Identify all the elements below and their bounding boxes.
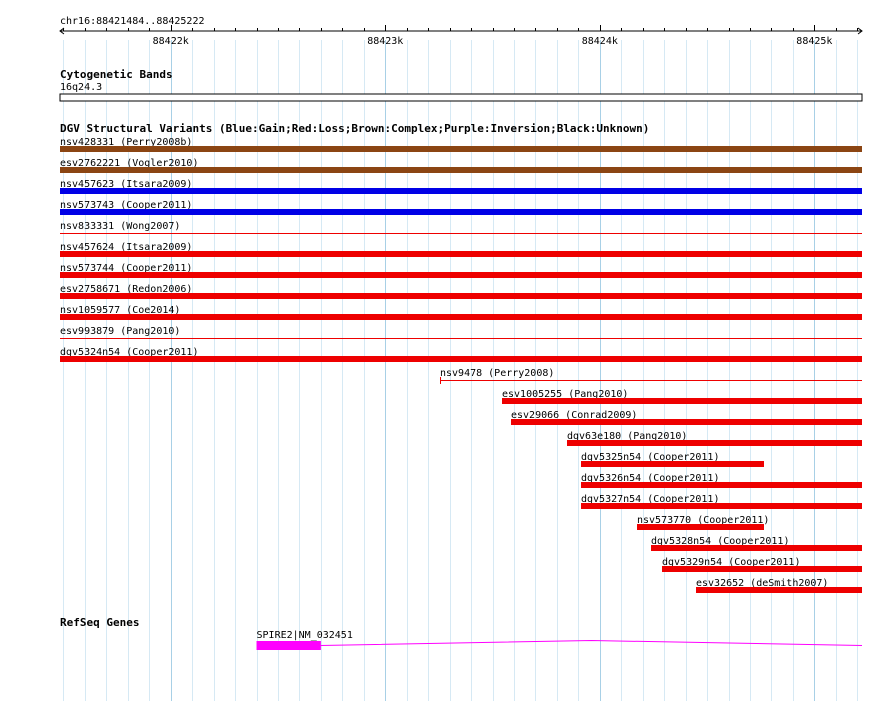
variant-feature[interactable]: nsv9478 (Perry2008) (440, 368, 862, 384)
ruler-tick-label: 88425k (796, 36, 832, 47)
variant-label: nsv428331 (Perry2008b) (60, 137, 192, 148)
variant-label: nsv573770 (Cooper2011) (637, 515, 769, 526)
variant-label: esv32652 (deSmith2007) (696, 578, 828, 589)
variant-bar[interactable] (662, 566, 862, 572)
dgv-track-title: DGV Structural Variants (Blue:Gain;Red:L… (60, 122, 649, 135)
ruler-tick-label: 88422k (153, 36, 189, 47)
variant-label: nsv1059577 (Coe2014) (60, 305, 180, 316)
variant-label: nsv573744 (Cooper2011) (60, 263, 192, 274)
variant-label: dgv5327n54 (Cooper2011) (581, 494, 719, 505)
variant-bar[interactable] (60, 188, 862, 194)
variant-bar[interactable] (60, 167, 862, 173)
variant-feature[interactable]: nsv428331 (Perry2008b) (60, 137, 862, 152)
variant-bar[interactable] (567, 440, 862, 446)
variant-label: nsv573743 (Cooper2011) (60, 200, 192, 211)
ruler-ticks (63, 25, 858, 31)
variant-label: nsv833331 (Wong2007) (60, 221, 180, 232)
variant-feature[interactable]: nsv1059577 (Coe2014) (60, 305, 862, 320)
variant-bar[interactable] (581, 482, 862, 488)
variant-bar[interactable] (696, 587, 862, 593)
cytoband-track-title: Cytogenetic Bands (60, 68, 173, 81)
variant-label: esv1005255 (Pang2010) (502, 389, 628, 400)
variant-bar[interactable] (637, 524, 764, 530)
cytoband-track: Cytogenetic Bands 16q24.3 (59, 68, 863, 102)
gene-label: SPIRE2|NM_032451 (257, 630, 353, 641)
variant-bar[interactable] (511, 419, 862, 425)
variant-label: dgv5326n54 (Cooper2011) (581, 473, 719, 484)
variant-label: esv993879 (Pang2010) (60, 326, 180, 337)
variant-bar[interactable] (581, 461, 764, 467)
variant-feature[interactable]: nsv573744 (Cooper2011) (60, 263, 862, 278)
ruler-tick-label: 88424k (582, 36, 618, 47)
gene-exon[interactable] (256, 641, 321, 650)
variant-bar[interactable] (60, 314, 862, 320)
variant-feature[interactable]: dgv5324n54 (Cooper2011) (60, 347, 862, 362)
variant-feature[interactable]: dgv5327n54 (Cooper2011) (581, 494, 862, 509)
variant-bar[interactable] (60, 146, 862, 152)
scroll-left-arrow-icon[interactable] (59, 27, 65, 35)
variant-bar[interactable] (651, 545, 862, 551)
variant-feature[interactable]: nsv573770 (Cooper2011) (637, 515, 769, 530)
variant-label: esv2758671 (Redon2006) (60, 284, 192, 295)
variant-bar[interactable] (60, 251, 862, 257)
variant-bar[interactable] (581, 503, 862, 509)
variant-feature[interactable]: dgv5325n54 (Cooper2011) (581, 452, 764, 467)
variant-label: esv2762221 (Vogler2010) (60, 158, 198, 169)
ruler-tick-labels: 88422k 88423k 88424k 88425k (153, 36, 833, 47)
variant-label: dgv5328n54 (Cooper2011) (651, 536, 789, 547)
variant-bar[interactable] (60, 272, 862, 278)
region-label: chr16:88421484..88425222 (60, 16, 205, 27)
variant-feature[interactable]: esv32652 (deSmith2007) (696, 578, 862, 593)
variant-label: nsv9478 (Perry2008) (440, 368, 554, 379)
variant-label: dgv5325n54 (Cooper2011) (581, 452, 719, 463)
refseq-track-title: RefSeq Genes (60, 616, 139, 629)
variant-bar[interactable] (60, 209, 862, 215)
variant-label: nsv457624 (Itsara2009) (60, 242, 192, 253)
variant-label: dgv63e180 (Pang2010) (567, 431, 687, 442)
ruler-tick-label: 88423k (367, 36, 403, 47)
refseq-track: RefSeq Genes SPIRE2|NM_032451 (60, 616, 863, 650)
variant-feature[interactable]: dgv5328n54 (Cooper2011) (651, 536, 862, 551)
variant-bar[interactable] (60, 293, 862, 299)
variant-label: esv29066 (Conrad2009) (511, 410, 637, 421)
gene-intron[interactable] (320, 639, 863, 646)
variant-feature[interactable]: esv2762221 (Vogler2010) (60, 158, 862, 173)
ruler-track: chr16:88421484..88425222 88422k 88423k 884… (59, 16, 863, 47)
variant-feature[interactable]: nsv833331 (Wong2007) (60, 221, 862, 234)
cytoband-label: 16q24.3 (60, 82, 102, 93)
variant-feature[interactable]: esv993879 (Pang2010) (60, 326, 862, 339)
variant-bar[interactable] (60, 356, 862, 362)
variant-feature[interactable]: dgv63e180 (Pang2010) (567, 431, 862, 446)
variant-feature[interactable]: esv1005255 (Pang2010) (502, 389, 862, 404)
variant-feature[interactable]: nsv457624 (Itsara2009) (60, 242, 862, 257)
variant-feature[interactable]: esv2758671 (Redon2006) (60, 284, 862, 299)
variant-feature[interactable]: dgv5329n54 (Cooper2011) (662, 557, 862, 572)
variant-label: dgv5324n54 (Cooper2011) (60, 347, 198, 358)
cytoband-ideogram[interactable] (59, 93, 863, 102)
variant-label: dgv5329n54 (Cooper2011) (662, 557, 800, 568)
variant-bar[interactable] (502, 398, 862, 404)
dgv-track: DGV Structural Variants (Blue:Gain;Red:L… (60, 122, 862, 593)
dgv-features: nsv428331 (Perry2008b) esv2762221 (Vogler… (60, 137, 862, 593)
variant-label: nsv457623 (Itsara2009) (60, 179, 192, 190)
variant-feature[interactable]: nsv573743 (Cooper2011) (60, 200, 862, 215)
variant-feature[interactable]: esv29066 (Conrad2009) (511, 410, 862, 425)
variant-feature[interactable]: dgv5326n54 (Cooper2011) (581, 473, 862, 488)
variant-feature[interactable]: nsv457623 (Itsara2009) (60, 179, 862, 194)
scroll-right-arrow-icon[interactable] (857, 27, 863, 35)
